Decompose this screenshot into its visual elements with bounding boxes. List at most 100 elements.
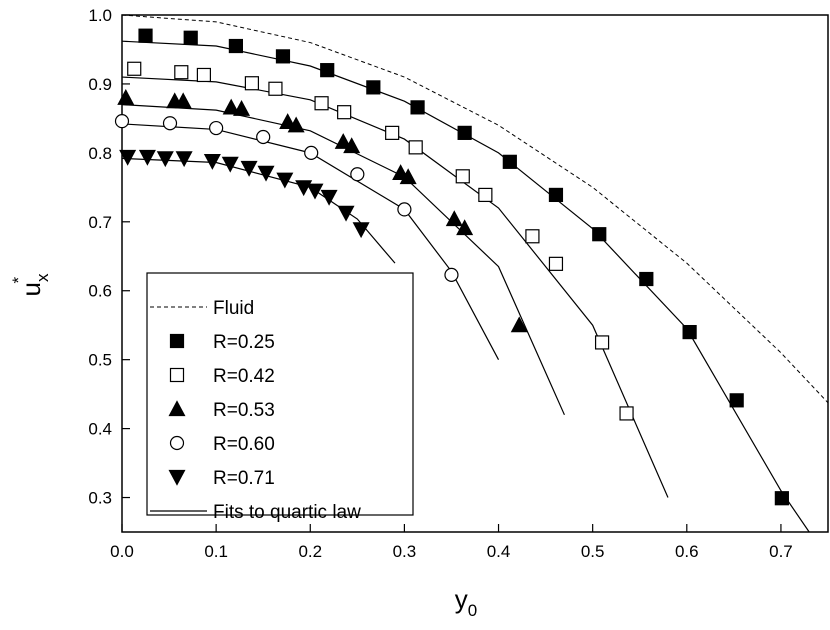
marker bbox=[240, 160, 258, 177]
y-tick-label: 0.6 bbox=[88, 282, 112, 301]
x-tick-label: 0.7 bbox=[769, 542, 793, 561]
y-tick-label: 0.4 bbox=[88, 420, 112, 439]
x-tick-label: 0.2 bbox=[298, 542, 322, 561]
marker bbox=[119, 149, 137, 166]
marker bbox=[594, 335, 610, 350]
y-axis-label: ux * bbox=[9, 273, 52, 296]
marker bbox=[320, 63, 335, 78]
legend-box bbox=[146, 272, 414, 516]
x-tick-label: 0.4 bbox=[487, 542, 511, 561]
marker bbox=[456, 219, 474, 236]
marker bbox=[502, 154, 517, 169]
marker bbox=[156, 151, 174, 168]
marker bbox=[304, 145, 319, 160]
legend-label: R=0.42 bbox=[213, 366, 275, 387]
marker bbox=[334, 133, 352, 149]
fit-line bbox=[122, 104, 565, 416]
y-tick-label: 0.5 bbox=[88, 351, 112, 370]
legend-swatch bbox=[168, 400, 186, 417]
y-label-sub: x bbox=[33, 273, 52, 282]
marker bbox=[444, 267, 459, 282]
marker bbox=[343, 137, 361, 154]
marker bbox=[478, 187, 493, 203]
marker bbox=[174, 92, 192, 109]
marker bbox=[127, 61, 142, 76]
marker bbox=[729, 393, 744, 408]
marker bbox=[117, 88, 135, 105]
legend-label: R=0.53 bbox=[213, 400, 275, 421]
marker bbox=[268, 81, 283, 96]
marker bbox=[397, 202, 412, 217]
marker bbox=[320, 189, 338, 206]
marker bbox=[138, 149, 156, 166]
marker bbox=[306, 183, 324, 200]
legend-swatch bbox=[169, 435, 185, 451]
marker bbox=[352, 222, 370, 239]
marker bbox=[510, 316, 528, 333]
marker bbox=[162, 116, 178, 131]
y-label-base: u bbox=[16, 282, 46, 296]
marker bbox=[209, 120, 224, 136]
marker bbox=[457, 125, 472, 140]
marker bbox=[350, 167, 365, 182]
y-tick-label: 0.9 bbox=[88, 75, 112, 94]
legend-label: R=0.60 bbox=[213, 434, 275, 455]
marker bbox=[385, 125, 400, 140]
marker bbox=[114, 114, 130, 129]
marker bbox=[399, 168, 417, 185]
y-tick-label: 1.0 bbox=[88, 6, 112, 25]
marker bbox=[774, 491, 789, 506]
marker bbox=[639, 271, 654, 287]
y-tick-label: 0.7 bbox=[88, 213, 112, 232]
fluid-line bbox=[122, 15, 828, 404]
marker bbox=[287, 116, 305, 133]
x-tick-label: 0.3 bbox=[393, 542, 417, 561]
marker bbox=[196, 67, 211, 83]
marker bbox=[233, 99, 251, 116]
marker bbox=[337, 105, 352, 120]
x-axis-label: y0 bbox=[455, 584, 477, 620]
marker bbox=[366, 80, 381, 95]
marker bbox=[138, 28, 153, 43]
marker bbox=[525, 229, 540, 244]
marker bbox=[455, 169, 470, 184]
marker bbox=[314, 96, 329, 111]
marker bbox=[410, 100, 425, 115]
marker bbox=[221, 156, 239, 173]
legend-swatch bbox=[169, 333, 185, 349]
marker bbox=[174, 65, 189, 80]
marker bbox=[619, 406, 634, 421]
marker bbox=[183, 30, 198, 45]
marker bbox=[244, 76, 260, 91]
legend-swatch bbox=[168, 469, 186, 486]
x-tick-label: 0.5 bbox=[581, 542, 605, 561]
y-label-sup: * bbox=[9, 277, 28, 284]
y-tick-label: 0.8 bbox=[88, 144, 112, 163]
marker bbox=[408, 140, 423, 155]
marker bbox=[228, 38, 244, 54]
x-tick-label: 0.6 bbox=[675, 542, 699, 561]
x-tick-label: 0.1 bbox=[204, 542, 228, 561]
legend-label: Fluid bbox=[213, 298, 254, 319]
marker bbox=[682, 324, 697, 340]
marker bbox=[592, 227, 607, 242]
plot-frame bbox=[121, 14, 829, 533]
marker bbox=[548, 187, 564, 203]
marker bbox=[203, 154, 221, 170]
marker bbox=[257, 165, 275, 182]
marker bbox=[279, 113, 297, 129]
legend-swatch bbox=[169, 367, 185, 383]
x-label-sub: 0 bbox=[468, 601, 477, 620]
marker bbox=[175, 151, 193, 168]
marker bbox=[548, 256, 564, 271]
legend-label: R=0.25 bbox=[213, 332, 275, 353]
fit-line bbox=[122, 40, 810, 532]
marker bbox=[337, 205, 355, 222]
marker bbox=[222, 98, 240, 115]
legend-label: R=0.71 bbox=[213, 468, 275, 489]
x-tick-label: 0.0 bbox=[110, 542, 134, 561]
marker bbox=[256, 129, 271, 145]
y-tick-label: 0.3 bbox=[88, 489, 112, 508]
x-label-base: y bbox=[455, 584, 468, 614]
